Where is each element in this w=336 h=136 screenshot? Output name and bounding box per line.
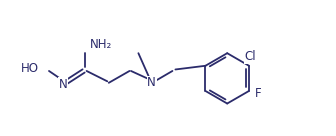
Text: HO: HO [21, 61, 39, 75]
Text: N: N [58, 78, 67, 91]
Text: Cl: Cl [245, 50, 256, 63]
Text: N: N [148, 76, 156, 89]
Text: F: F [255, 87, 261, 100]
Text: NH₂: NH₂ [90, 38, 112, 51]
